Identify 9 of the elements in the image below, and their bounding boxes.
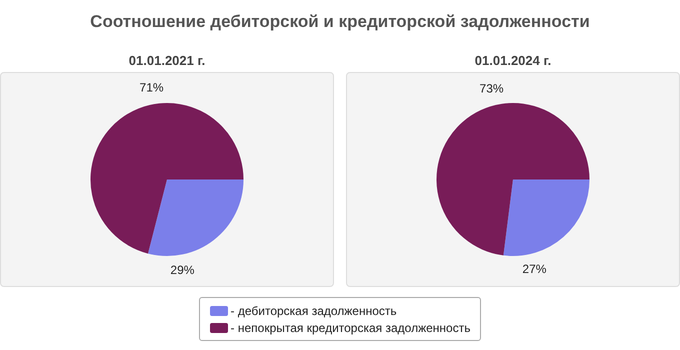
data-label: 71%	[140, 80, 164, 94]
data-label: 73%	[480, 82, 504, 96]
chart-subtitle: 01.01.2024 г.	[474, 52, 552, 70]
chart-subtitle: 01.01.2021 г.	[128, 52, 206, 70]
legend-label: - дебиторская задолженность	[230, 304, 397, 318]
data-label: 27%	[522, 262, 547, 276]
chart-title: Соотношение дебиторской и кредиторской задолженности	[89, 11, 591, 33]
legend-label: - непокрытая кредиторская задолженность	[230, 320, 470, 334]
data-label: 29%	[170, 263, 195, 278]
